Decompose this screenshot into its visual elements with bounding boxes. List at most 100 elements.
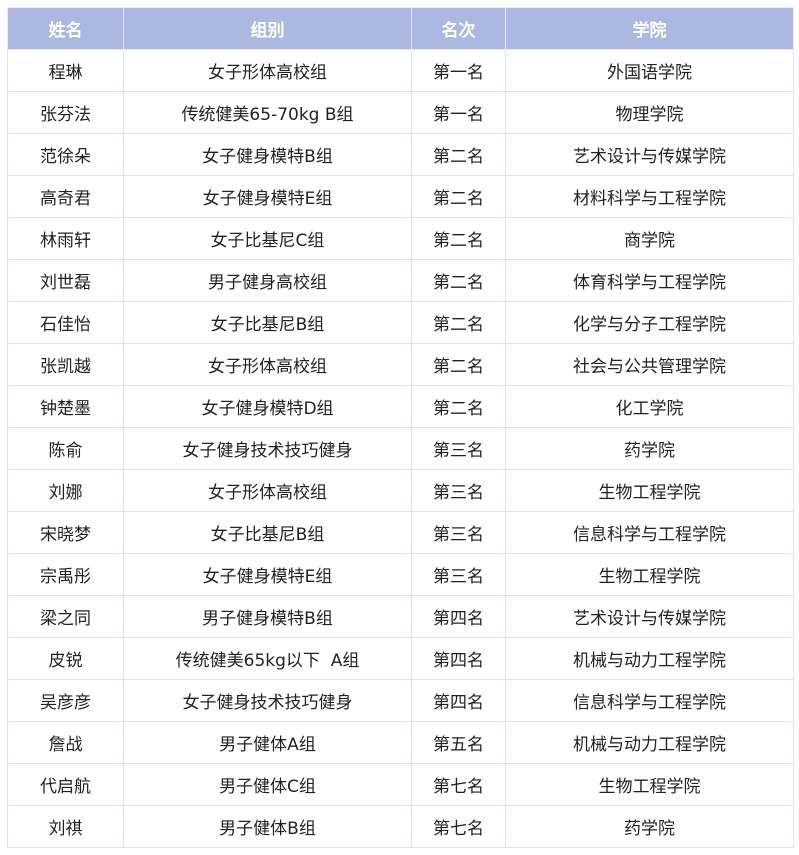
name-cell: 刘祺: [7, 805, 124, 848]
table-row: 宋晓梦 女子比基尼B组 第三名 信息科学与工程学院: [7, 511, 794, 554]
group-cell: 女子比基尼C组: [123, 217, 412, 260]
college-cell: 社会与公共管理学院: [505, 343, 794, 386]
name-cell: 梁之同: [7, 595, 124, 638]
name-cell: 宗禹彤: [7, 553, 124, 596]
college-cell: 机械与动力工程学院: [505, 637, 794, 680]
rank-cell: 第二名: [411, 133, 506, 176]
name-cell: 皮锐: [7, 637, 124, 680]
college-cell: 艺术设计与传媒学院: [505, 133, 794, 176]
header-name: 姓名: [7, 7, 124, 50]
name-cell: 钟楚墨: [7, 385, 124, 428]
name-cell: 林雨轩: [7, 217, 124, 260]
name-cell: 代启航: [7, 763, 124, 806]
name-cell: 程琳: [7, 49, 124, 92]
group-cell: 男子健体A组: [123, 721, 412, 764]
name-cell: 范徐朵: [7, 133, 124, 176]
group-cell: 女子健身模特E组: [123, 553, 412, 596]
college-cell: 药学院: [505, 805, 794, 848]
college-cell: 化学与分子工程学院: [505, 301, 794, 344]
group-cell: 男子健身模特B组: [123, 595, 412, 638]
name-cell: 石佳怡: [7, 301, 124, 344]
group-cell: 男子健体C组: [123, 763, 412, 806]
college-cell: 机械与动力工程学院: [505, 721, 794, 764]
table-row: 程琳 女子形体高校组 第一名 外国语学院: [7, 49, 794, 92]
college-cell: 生物工程学院: [505, 763, 794, 806]
name-cell: 张凯越: [7, 343, 124, 386]
rank-cell: 第四名: [411, 595, 506, 638]
rank-cell: 第二名: [411, 301, 506, 344]
name-cell: 詹战: [7, 721, 124, 764]
rank-cell: 第二名: [411, 343, 506, 386]
group-cell: 女子比基尼B组: [123, 301, 412, 344]
group-cell: 女子形体高校组: [123, 469, 412, 512]
table-row: 宗禹彤 女子健身模特E组 第三名 生物工程学院: [7, 553, 794, 596]
header-rank: 名次: [411, 7, 506, 50]
table-row: 詹战 男子健体A组 第五名 机械与动力工程学院: [7, 721, 794, 764]
college-cell: 生物工程学院: [505, 553, 794, 596]
name-cell: 吴彦彦: [7, 679, 124, 722]
rank-cell: 第二名: [411, 175, 506, 218]
name-cell: 张芬法: [7, 91, 124, 134]
college-cell: 商学院: [505, 217, 794, 260]
name-cell: 陈俞: [7, 427, 124, 470]
college-cell: 药学院: [505, 427, 794, 470]
college-cell: 物理学院: [505, 91, 794, 134]
rank-cell: 第三名: [411, 553, 506, 596]
college-cell: 外国语学院: [505, 49, 794, 92]
table-row: 吴彦彦 女子健身技术技巧健身 第四名 信息科学与工程学院: [7, 679, 794, 722]
header-college: 学院: [505, 7, 794, 50]
rank-cell: 第二名: [411, 217, 506, 260]
name-cell: 刘世磊: [7, 259, 124, 302]
rank-cell: 第二名: [411, 385, 506, 428]
group-cell: 男子健体B组: [123, 805, 412, 848]
group-cell: 女子健身技术技巧健身: [123, 679, 412, 722]
rank-cell: 第三名: [411, 427, 506, 470]
name-cell: 刘娜: [7, 469, 124, 512]
rank-cell: 第三名: [411, 511, 506, 554]
table-row: 钟楚墨 女子健身模特D组 第二名 化工学院: [7, 385, 794, 428]
rank-cell: 第一名: [411, 49, 506, 92]
college-cell: 艺术设计与传媒学院: [505, 595, 794, 638]
rank-cell: 第四名: [411, 637, 506, 680]
group-cell: 女子健身模特D组: [123, 385, 412, 428]
group-cell: 女子健身模特E组: [123, 175, 412, 218]
table-row: 张凯越 女子形体高校组 第二名 社会与公共管理学院: [7, 343, 794, 386]
name-cell: 宋晓梦: [7, 511, 124, 554]
rank-cell: 第四名: [411, 679, 506, 722]
table-row: 刘世磊 男子健身高校组 第二名 体育科学与工程学院: [7, 259, 794, 302]
table-row: 陈俞 女子健身技术技巧健身 第三名 药学院: [7, 427, 794, 470]
name-cell: 高奇君: [7, 175, 124, 218]
college-cell: 生物工程学院: [505, 469, 794, 512]
group-cell: 女子形体高校组: [123, 49, 412, 92]
college-cell: 化工学院: [505, 385, 794, 428]
rank-cell: 第七名: [411, 805, 506, 848]
group-cell: 传统健美65-70kg B组: [123, 91, 412, 134]
table-row: 石佳怡 女子比基尼B组 第二名 化学与分子工程学院: [7, 301, 794, 344]
header-row: 姓名 组别 名次 学院: [7, 7, 794, 50]
rank-cell: 第一名: [411, 91, 506, 134]
group-cell: 男子健身高校组: [123, 259, 412, 302]
table-row: 高奇君 女子健身模特E组 第二名 材料科学与工程学院: [7, 175, 794, 218]
group-cell: 女子健身模特B组: [123, 133, 412, 176]
table-row: 张芬法 传统健美65-70kg B组 第一名 物理学院: [7, 91, 794, 134]
rank-cell: 第七名: [411, 763, 506, 806]
group-cell: 女子形体高校组: [123, 343, 412, 386]
table-row: 刘祺 男子健体B组 第七名 药学院: [7, 805, 794, 848]
rank-cell: 第三名: [411, 469, 506, 512]
group-cell: 女子比基尼B组: [123, 511, 412, 554]
results-table: 姓名 组别 名次 学院 程琳 女子形体高校组 第一名 外国语学院 张芬法 传统健美65-7…: [7, 7, 794, 848]
group-cell: 传统健美65kg以下 A组: [123, 637, 412, 680]
table-row: 梁之同 男子健身模特B组 第四名 艺术设计与传媒学院: [7, 595, 794, 638]
table-row: 代启航 男子健体C组 第七名 生物工程学院: [7, 763, 794, 806]
rank-cell: 第五名: [411, 721, 506, 764]
table-row: 林雨轩 女子比基尼C组 第二名 商学院: [7, 217, 794, 260]
college-cell: 材料科学与工程学院: [505, 175, 794, 218]
header-group: 组别: [123, 7, 412, 50]
rank-cell: 第二名: [411, 259, 506, 302]
college-cell: 信息科学与工程学院: [505, 679, 794, 722]
table-row: 刘娜 女子形体高校组 第三名 生物工程学院: [7, 469, 794, 512]
table-row: 范徐朵 女子健身模特B组 第二名 艺术设计与传媒学院: [7, 133, 794, 176]
table-row: 皮锐 传统健美65kg以下 A组 第四名 机械与动力工程学院: [7, 637, 794, 680]
college-cell: 信息科学与工程学院: [505, 511, 794, 554]
college-cell: 体育科学与工程学院: [505, 259, 794, 302]
